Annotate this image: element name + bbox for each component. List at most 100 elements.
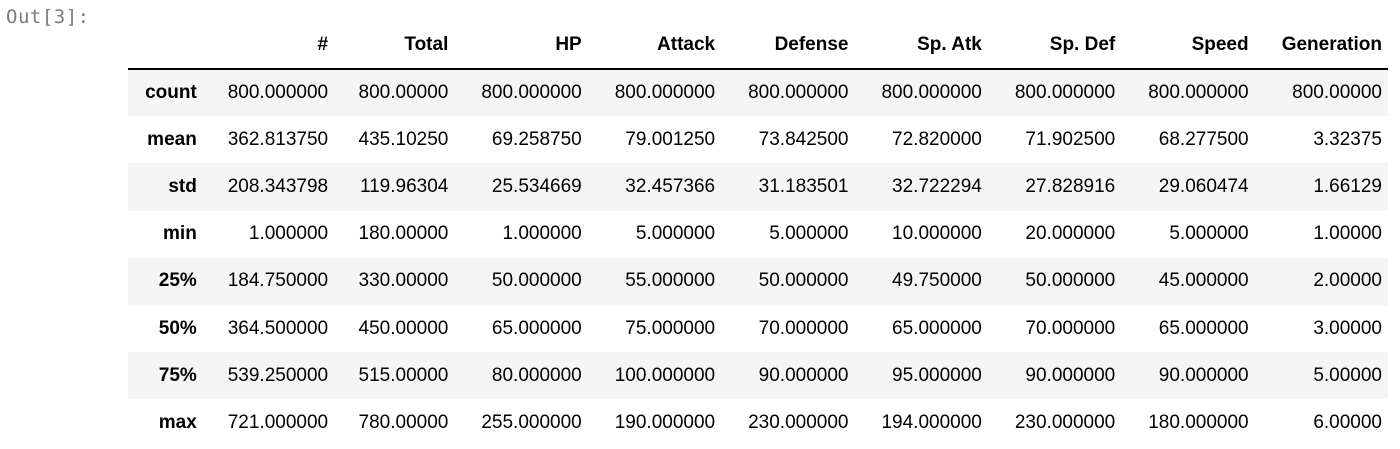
table-cell: 180.000000 [1148, 411, 1249, 433]
table-cell: 69.258750 [491, 128, 582, 150]
describe-table: # Total HP Attack Defense Sp. Atk Sp. De… [128, 22, 1388, 447]
table-cell: 49.750000 [892, 270, 982, 292]
column-header: Sp. Atk [854, 22, 988, 70]
table-cell: 65.000000 [1158, 317, 1249, 339]
table-row: std 208.343798 119.96304 25.534669 32.45… [128, 163, 1388, 211]
column-header: # [206, 22, 335, 70]
table-cell: 90.000000 [1158, 364, 1249, 386]
table-row: 75% 539.250000 515.00000 80.000000 100.0… [128, 352, 1388, 400]
table-cell: 800.000000 [1148, 82, 1249, 104]
table-cell: 50.000000 [1025, 270, 1116, 292]
table-cell: 119.96304 [359, 175, 449, 197]
row-label: 75% [158, 364, 197, 386]
column-header: Attack [587, 22, 722, 70]
table-cell: 73.842500 [758, 128, 849, 150]
table-cell: 72.820000 [892, 128, 982, 150]
table-cell: 5.000000 [635, 223, 716, 245]
table-cell: 539.250000 [227, 364, 329, 386]
table-cell: 3.32375 [1313, 128, 1382, 150]
table-cell: 435.10250 [358, 128, 449, 150]
table-cell: 5.000000 [769, 223, 849, 245]
table-cell: 55.000000 [625, 270, 716, 292]
table-cell: 31.183501 [758, 175, 849, 197]
row-label: 25% [158, 270, 197, 292]
table-cell: 90.000000 [758, 364, 849, 386]
table-cell: 800.000000 [614, 82, 716, 104]
table-cell: 800.000000 [481, 82, 582, 104]
table-cell: 1.66129 [1313, 175, 1382, 197]
table-cell: 330.00000 [358, 270, 449, 292]
table-cell: 50.000000 [491, 270, 582, 292]
output-prompt: Out[3]: [6, 6, 90, 28]
table-cell: 65.000000 [892, 317, 982, 339]
row-label: max [158, 411, 197, 433]
table-cell: 180.00000 [358, 223, 449, 245]
dataframe-output: # Total HP Attack Defense Sp. Atk Sp. De… [128, 22, 1388, 447]
table-cell: 10.000000 [892, 223, 982, 245]
table-row: 25% 184.750000 330.00000 50.000000 55.00… [128, 257, 1388, 305]
table-cell: 95.000000 [892, 364, 982, 386]
table-cell: 25.534669 [491, 175, 582, 197]
table-cell: 50.000000 [758, 270, 849, 292]
table-cell: 75.000000 [625, 317, 716, 339]
table-cell: 184.750000 [227, 270, 329, 292]
table-cell: 190.000000 [614, 411, 716, 433]
table-cell: 32.722294 [892, 175, 982, 197]
table-cell: 255.000000 [481, 411, 582, 433]
table-cell: 79.001250 [625, 128, 716, 150]
table-cell: 780.00000 [358, 411, 449, 433]
column-header: Speed [1121, 22, 1255, 70]
table-cell: 208.343798 [227, 175, 329, 197]
column-header: Sp. Def [987, 22, 1122, 70]
table-cell: 1.000000 [248, 223, 329, 245]
table-cell: 90.000000 [1025, 364, 1116, 386]
table-row: mean 362.813750 435.10250 69.258750 79.0… [128, 116, 1388, 164]
index-header [128, 22, 207, 70]
table-row: count 800.000000 800.00000 800.000000 80… [128, 69, 1388, 117]
column-header: HP [454, 22, 588, 70]
table-cell: 80.000000 [491, 364, 582, 386]
table-cell: 230.000000 [748, 411, 849, 433]
table-row: max 721.000000 780.00000 255.000000 190.… [128, 399, 1388, 447]
table-cell: 71.902500 [1025, 128, 1116, 150]
table-cell: 2.00000 [1313, 270, 1382, 292]
table-cell: 230.000000 [1014, 411, 1116, 433]
table-cell: 45.000000 [1158, 270, 1249, 292]
table-cell: 27.828916 [1025, 175, 1116, 197]
table-cell: 32.457366 [625, 175, 716, 197]
table-cell: 20.000000 [1025, 223, 1116, 245]
table-cell: 800.00000 [1292, 82, 1382, 104]
header-row: # Total HP Attack Defense Sp. Atk Sp. De… [128, 22, 1388, 70]
column-header: Generation [1254, 22, 1388, 70]
row-label: 50% [158, 317, 197, 339]
table-cell: 1.00000 [1313, 223, 1382, 245]
table-cell: 68.277500 [1158, 128, 1249, 150]
table-cell: 362.813750 [227, 128, 329, 150]
table-cell: 800.00000 [358, 82, 449, 104]
row-label: count [145, 82, 197, 104]
table-cell: 364.500000 [227, 317, 329, 339]
table-cell: 800.000000 [1014, 82, 1116, 104]
row-label: std [168, 175, 197, 197]
table-cell: 194.000000 [881, 411, 982, 433]
table-cell: 5.00000 [1313, 364, 1382, 386]
table-cell: 721.000000 [227, 411, 329, 433]
column-header: Defense [721, 22, 855, 70]
row-label: min [163, 223, 197, 245]
table-cell: 70.000000 [1025, 317, 1116, 339]
table-row: 50% 364.500000 450.00000 65.000000 75.00… [128, 304, 1388, 353]
table-cell: 800.000000 [748, 82, 849, 104]
table-cell: 515.00000 [358, 364, 449, 386]
table-cell: 6.00000 [1313, 411, 1382, 433]
table-cell: 3.00000 [1313, 317, 1382, 339]
table-cell: 70.000000 [758, 317, 849, 339]
table-cell: 800.000000 [227, 82, 329, 104]
table-cell: 65.000000 [491, 317, 582, 339]
row-label: mean [147, 128, 197, 150]
column-header: Total [334, 22, 455, 70]
table-cell: 1.000000 [502, 223, 582, 245]
table-row: min 1.000000 180.00000 1.000000 5.000000… [128, 210, 1388, 258]
table-cell: 100.000000 [614, 364, 716, 386]
table-cell: 800.000000 [881, 82, 982, 104]
